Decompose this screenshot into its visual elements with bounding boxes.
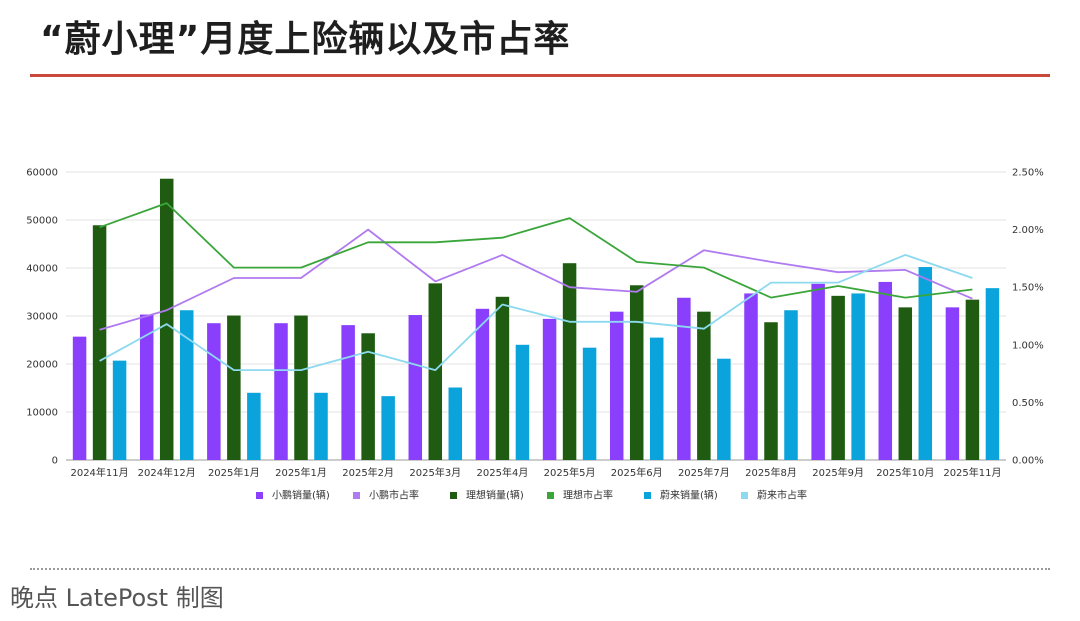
legend-label: 蔚来销量(辆) [660, 489, 718, 502]
x-tick-label: 2025年5月 [544, 466, 596, 479]
legend-label: 理想销量(辆) [466, 489, 524, 502]
bar-3 [784, 310, 798, 460]
credit-text: 晚点 LatePost 制图 [10, 584, 224, 612]
bar-1 [542, 318, 557, 460]
bar-1 [811, 283, 825, 460]
line-series-3 [99, 253, 973, 372]
x-tick-label: 2025年3月 [409, 466, 461, 479]
bar-2 [361, 333, 375, 460]
bar-2 [428, 283, 443, 460]
left-axis: 0 10000 20000 30000 40000 50000 60000 [26, 168, 58, 467]
x-tick-label: 2025年1月 [208, 466, 260, 479]
legend-swatch [547, 492, 554, 499]
y-left-tick-label: 0 [52, 456, 58, 467]
x-tick-label: 2024年11月 [70, 466, 128, 479]
line-series-group [99, 202, 973, 372]
right-axis: 0.00% 0.50% 1.00% 1.50% 2.00% 2.50% [1012, 168, 1044, 467]
bar-2 [227, 315, 241, 460]
bar-2 [562, 263, 577, 460]
bar-2 [629, 285, 644, 460]
combo-chart: 0 10000 20000 30000 40000 50000 60000 0.00% 0.5… [26, 168, 1044, 502]
bar-2 [831, 295, 845, 460]
page-title: “蔚小理”月度上险辆以及市占率 [40, 19, 571, 60]
bar-1 [139, 314, 154, 460]
y-left-tick-label: 60000 [26, 168, 58, 179]
bar-1 [945, 307, 960, 460]
x-tick-label: 2025年1月 [275, 466, 327, 479]
legend-swatch [741, 492, 748, 499]
x-tick-label: 2025年9月 [812, 466, 864, 479]
legend-swatch [353, 492, 360, 499]
bar-2 [965, 299, 980, 460]
y-right-tick-label: 0.00% [1012, 456, 1044, 467]
x-tick-label: 2025年6月 [611, 466, 663, 479]
y-left-tick-label: 30000 [26, 312, 58, 323]
bar-3 [112, 360, 127, 460]
legend-label: 蔚来市占率 [757, 489, 807, 502]
bar-1 [609, 311, 624, 460]
legend-label: 小鹏市占率 [369, 489, 419, 502]
bar-3 [717, 358, 731, 460]
legend-swatch [644, 492, 651, 499]
bar-2 [697, 311, 711, 460]
bar-2 [495, 296, 510, 460]
legend: 小鹏销量(辆) 小鹏市占率 理想销量(辆) 理想市占率 蔚来销量(辆) 蔚来市占率 [256, 489, 807, 502]
y-right-tick-label: 2.00% [1012, 225, 1044, 236]
bar-3 [582, 347, 597, 460]
title-divider [30, 74, 1050, 77]
bar-3 [448, 387, 463, 460]
bar-1 [207, 323, 221, 460]
x-tick-label: 2025年8月 [745, 466, 797, 479]
bar-1 [475, 308, 490, 460]
bar-3 [179, 310, 194, 460]
x-tick-label: 2025年7月 [678, 466, 730, 479]
bar-series-group [72, 178, 1000, 460]
grid-lines [66, 171, 1006, 461]
bar-3 [247, 392, 261, 460]
bar-2 [764, 322, 778, 460]
bar-1 [72, 336, 87, 460]
bar-3 [515, 344, 530, 460]
x-tick-label: 2025年4月 [477, 466, 529, 479]
x-tick-label: 2025年11月 [943, 466, 1001, 479]
bar-1 [744, 293, 758, 460]
legend-swatch [256, 492, 263, 499]
bar-3 [918, 267, 933, 460]
bar-2 [159, 178, 174, 460]
y-left-tick-label: 50000 [26, 216, 58, 227]
bar-3 [985, 288, 1000, 460]
bar-1 [274, 323, 288, 460]
footer-divider [30, 568, 1050, 570]
x-axis: 2024年11月 2024年12月 2025年1月 2025年1月 2025年2月 202… [70, 466, 1001, 479]
bar-1 [341, 325, 355, 460]
bar-2 [294, 315, 308, 460]
y-left-tick-label: 40000 [26, 264, 58, 275]
bar-3 [851, 293, 865, 460]
bar-3 [381, 396, 395, 460]
bar-1 [878, 281, 893, 460]
y-right-tick-label: 1.00% [1012, 340, 1044, 351]
line-series-2 [99, 202, 973, 299]
bar-2 [898, 307, 913, 460]
y-right-tick-label: 1.50% [1012, 283, 1044, 294]
line-series-1 [99, 228, 973, 331]
y-left-tick-label: 20000 [26, 360, 58, 371]
bar-1 [677, 297, 691, 460]
x-tick-label: 2025年10月 [876, 466, 934, 479]
x-tick-label: 2024年12月 [138, 466, 196, 479]
y-left-tick-label: 10000 [26, 408, 58, 419]
y-right-tick-label: 2.50% [1012, 168, 1044, 179]
bar-3 [314, 392, 328, 460]
legend-label: 理想市占率 [563, 489, 613, 502]
y-right-tick-label: 0.50% [1012, 398, 1044, 409]
bar-3 [649, 337, 664, 460]
legend-swatch [450, 492, 457, 499]
legend-label: 小鹏销量(辆) [272, 489, 330, 502]
x-tick-label: 2025年2月 [342, 466, 394, 479]
bar-1 [408, 315, 423, 460]
bar-2 [92, 225, 107, 460]
